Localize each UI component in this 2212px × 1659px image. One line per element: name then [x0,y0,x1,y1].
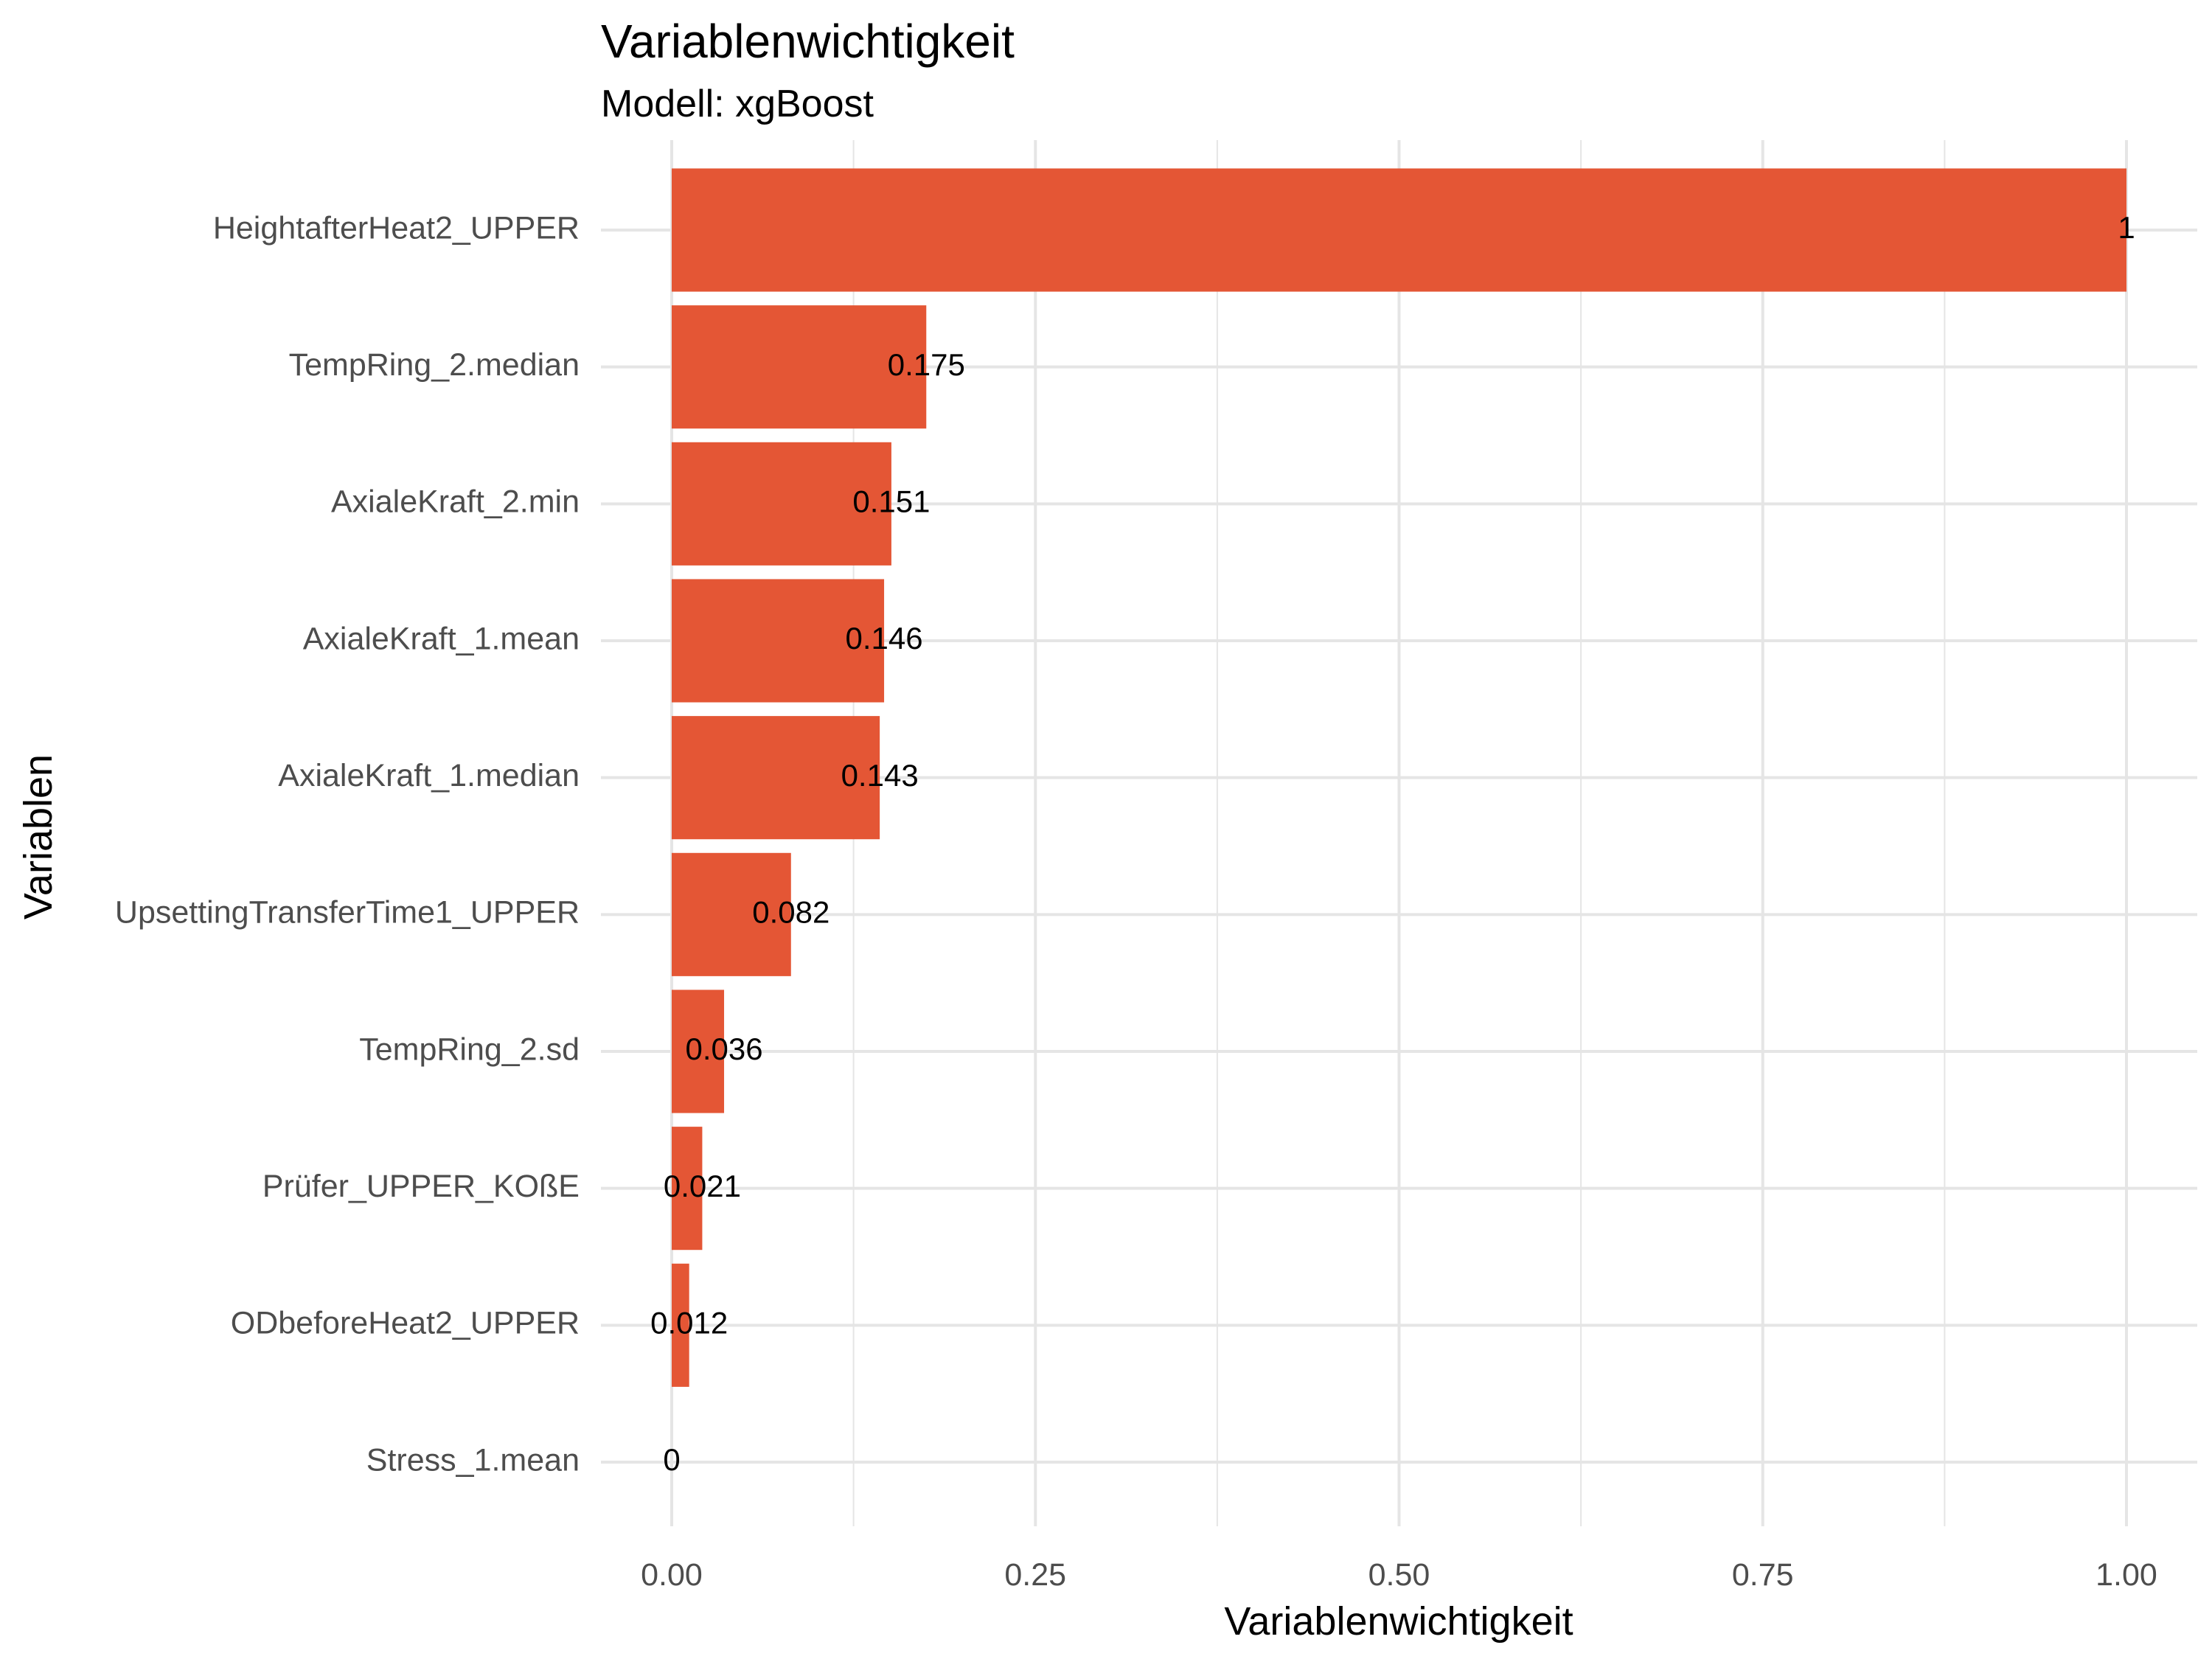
bar [672,852,791,976]
x-tick-label: 0.00 [641,1557,703,1593]
y-tick-label: TempRing_2.median [289,347,580,383]
bar [672,716,880,840]
value-label: 0 [663,1442,680,1477]
y-tick-label: UpsettingTransferTime1_UPPER [115,895,580,931]
value-label: 0.021 [664,1169,741,1203]
y-axis-tick-labels: HeightafterHeat2_UPPER TempRing_2.median A… [115,210,580,1478]
value-label: 0.146 [846,621,923,655]
x-tick-label: 0.25 [1004,1557,1066,1593]
x-tick-label: 0.50 [1368,1557,1430,1593]
y-tick-label: AxialeKraft_1.mean [303,621,580,656]
bar [672,1263,689,1387]
value-label: 0.151 [852,484,930,518]
bar-layer [672,168,2126,1387]
value-label: 0.036 [685,1032,762,1066]
x-axis-tick-labels: 0.00 0.25 0.50 0.75 1.00 [641,1557,2157,1593]
y-tick-label: Stress_1.mean [366,1442,580,1478]
bar [672,168,2126,292]
y-tick-label: AxialeKraft_2.min [331,484,580,520]
bar [672,990,725,1113]
y-tick-label: TempRing_2.sd [359,1032,580,1067]
value-label: 0.175 [888,347,965,382]
bar [672,579,885,703]
y-tick-label: ODbeforeHeat2_UPPER [231,1306,580,1341]
value-label: 0.012 [650,1305,728,1340]
value-label: 0.082 [752,894,830,929]
chart-title: Variablenwichtigkeit [601,15,1015,68]
value-label: 1 [2118,210,2135,245]
y-tick-label: AxialeKraft_1.median [278,758,580,793]
x-tick-label: 1.00 [2096,1557,2157,1593]
y-tick-label: HeightafterHeat2_UPPER [213,210,580,246]
chart-subtitle: Modell: xgBoost [601,83,874,125]
x-tick-label: 0.75 [1732,1557,1794,1593]
y-axis-title: Variablen [16,754,60,919]
value-label: 0.143 [841,758,919,793]
y-tick-label: Prüfer_UPPER_KOßE [262,1169,580,1204]
bar [672,305,927,429]
x-axis-title: Variablenwichtigkeit [1224,1599,1573,1644]
bar [672,1127,703,1251]
bar [672,442,891,566]
value-labels: 1 0.175 0.151 0.146 0.143 0.082 0.036 0.021 0.01… [650,210,2135,1477]
